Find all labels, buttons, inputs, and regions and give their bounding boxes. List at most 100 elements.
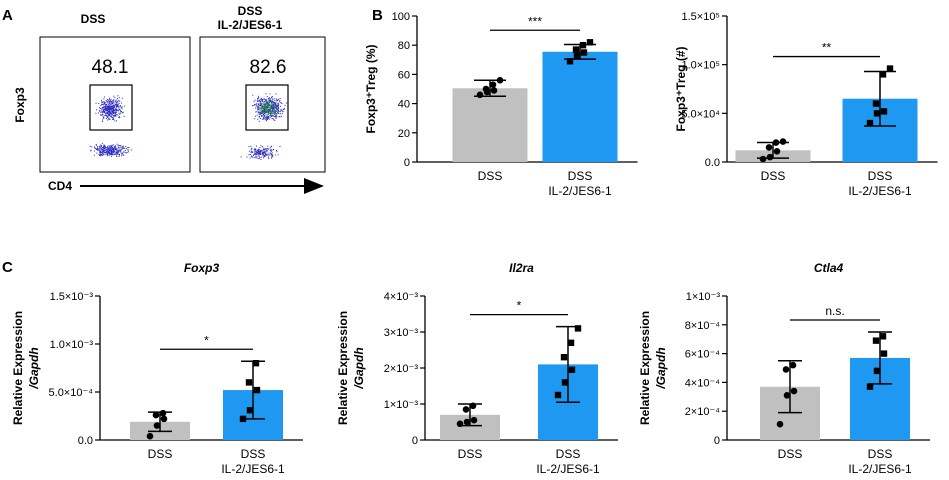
y-tick-label: 60 [398,69,410,81]
flow-event-dot [125,148,127,150]
flow-event-dot [268,105,269,107]
flow-event-dot [117,151,119,153]
flow-event-dot [273,112,275,114]
flow-event-dot [260,156,262,158]
x-category-label: DSS [241,447,266,461]
flow-event-dot [103,117,105,119]
flow-event-dot [268,109,270,111]
flow-event-dot [114,153,116,155]
flow-event-dot [270,149,272,151]
chart-title: Ctla4 [814,261,844,275]
flow-event-dot [263,108,264,110]
flow-event-dot [119,116,121,118]
flow-event-dot [119,147,121,149]
flow-event-dot [274,113,276,115]
flow-event-dot [115,147,117,149]
flow-event-dot [105,118,107,119]
y-axis-label-line: Relative Expression [11,311,25,425]
flow-event-dot [99,155,101,156]
flow-event-dot [120,111,122,112]
flow-event-dot [121,147,123,149]
flow-event-dot [257,151,259,153]
flow-event-dot [276,106,278,108]
flow-event-dot [265,104,267,106]
flow-event-dot [100,114,102,116]
flow-event-dot [122,146,124,148]
flow-event-dot [102,151,104,153]
flow-event-dot [275,117,277,119]
flow-event-dot [103,104,104,106]
x-category-label: DSS [778,447,803,461]
y-axis-label-line: Relative Expression [638,311,652,425]
flow-event-dot [119,151,121,153]
flow-event-dot [116,109,117,111]
flow-event-dot [264,110,266,112]
flow-event-dot [257,108,259,110]
flow-event-dot [101,104,103,105]
flow-event-dot [270,153,272,155]
flow-event-dot [268,157,270,159]
flow-event-dot [105,147,106,148]
y-axis-label-line: Relative Expression [336,311,350,425]
flow-event-dot [112,100,114,102]
flow-event-dot [258,110,260,112]
x-category-label: DSS [568,169,593,183]
flow-event-dot [102,150,104,152]
flow-event-dot [103,111,105,113]
flow-event-dot [261,115,263,116]
flow-event-dot [264,103,266,105]
flow-event-dot [273,104,275,106]
flow-event-dot [257,149,259,151]
flow-event-dot [109,109,111,111]
data-point [456,420,464,428]
flow-event-dot [263,111,265,113]
flow-event-dot [109,151,110,153]
flow-event-dot [96,147,98,149]
data-point [567,339,575,346]
flow-event-dot [258,113,260,115]
flow-event-dot [115,105,117,107]
flow-event-dot [118,155,120,157]
chart-c2: 0 1×10⁻³ 2×10⁻³ 3×10⁻³ 4×10⁻³ Relative Expres… [336,261,618,476]
flow-event-dot [252,154,254,156]
flow-event-dot [273,106,275,108]
flow-event-dot [258,150,260,152]
flow-event-dot [268,148,270,150]
flow-event-dot [263,113,265,115]
flow-event-dot [263,149,265,151]
flow-event-dot [90,149,92,151]
flow-event-dot [104,149,106,151]
flow-event-dot [103,148,105,150]
y-axis-label: Relative Expression/Gapdh [11,311,41,425]
flow-event-dot [280,105,281,107]
flow-event-dot [105,152,107,154]
flow-event-dot [100,154,102,156]
flow-event-dot [277,108,279,110]
flow-event-dot [257,97,259,99]
flow-event-dot [265,148,267,150]
flow-event-dot [274,107,276,109]
flow-event-dot [267,104,269,106]
data-point [776,420,784,428]
flow-event-dot [270,112,272,114]
flow-event-dot [102,149,104,151]
flow-event-dot [282,108,284,110]
flow-event-dot [123,152,125,153]
flow-event-dot [104,108,106,110]
flow-event-dot [112,99,114,101]
flow-event-dot [103,110,105,111]
flow-event-dot [266,148,268,149]
flow-event-dot [272,105,274,107]
flow-event-dot [115,99,117,101]
flow-event-dot [96,152,98,154]
bar-dss [452,88,528,162]
flow-event-dot [109,102,111,104]
flow-event-dot [282,111,284,112]
flow-event-dot [103,151,105,153]
flow-event-dot [118,105,120,107]
flow-event-dot [266,153,268,155]
flow-event-dot [260,116,262,117]
y-tick-label: 80 [398,40,410,52]
flow-event-dot [280,116,282,118]
flow-event-dot [258,115,260,117]
